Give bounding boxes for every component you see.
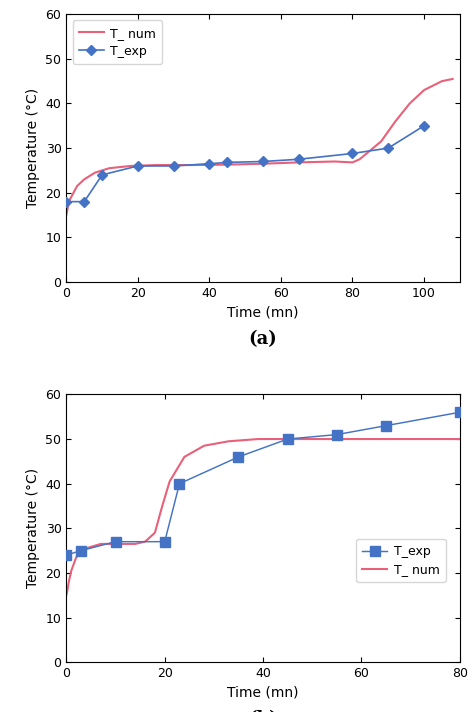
Legend: T_exp, T_ num: T_exp, T_ num [356,539,446,582]
T_exp [260,157,266,166]
Legend: T_ num, T_exp: T_ num, T_exp [73,21,162,64]
T_ num [142,538,148,546]
T_exp [113,538,118,546]
T_exp [162,538,167,546]
T_ num [260,159,266,168]
T_exp [296,155,301,164]
T_ num [64,587,70,595]
T_ num [66,577,72,586]
Line: T_exp: T_exp [62,407,465,560]
X-axis label: Time (mn): Time (mn) [228,305,299,320]
Text: (a): (a) [249,330,277,348]
T_ num [92,168,98,177]
T_ num [439,77,445,85]
T_ num [167,477,173,486]
T_ num [408,435,413,444]
Line: T_ num: T_ num [66,439,460,595]
T_ num [392,117,398,125]
T_ num [189,161,194,169]
T_exp [135,162,141,170]
T_ num [332,157,337,166]
T_exp [421,122,427,130]
T_exp [82,197,87,206]
T_ num [421,86,427,95]
T_ num [73,553,79,562]
Text: (b): (b) [248,711,278,712]
T_ num [118,540,123,548]
T_ num [71,189,76,197]
T_exp [171,162,176,170]
T_exp [64,551,69,560]
T_ num [65,201,71,210]
T_exp [99,171,105,179]
T_ num [319,435,325,444]
T_exp [334,430,340,439]
T_ num [74,182,80,190]
T_ num [285,435,291,444]
T_ num [378,137,384,146]
T_ num [64,211,69,219]
T_ num [367,146,373,155]
T_ num [407,99,412,108]
T_ num [225,160,230,169]
T_exp [236,453,241,461]
T_exp [207,159,212,168]
T_ num [67,195,73,204]
T_ num [296,158,301,167]
X-axis label: Time (mn): Time (mn) [228,686,299,700]
T_ num [182,453,187,461]
Line: T_exp: T_exp [63,122,428,205]
T_ num [226,437,231,446]
T_ num [107,164,112,172]
T_ num [357,155,363,164]
T_exp [177,479,182,488]
T_exp [64,197,69,206]
T_ num [255,435,261,444]
T_ num [159,502,165,511]
T_ num [64,591,69,600]
Line: T_ num: T_ num [66,79,453,215]
T_ num [201,441,207,450]
Y-axis label: Temperature (°C): Temperature (°C) [26,88,40,208]
T_ num [457,435,463,444]
T_ num [132,540,138,548]
T_exp [385,144,391,152]
T_exp [383,422,389,430]
T_ num [128,162,134,170]
T_ num [350,158,356,167]
T_ num [98,540,104,548]
T_ num [450,75,456,83]
T_ num [68,567,74,575]
T_exp [225,158,230,167]
T_ num [82,175,87,184]
T_exp [78,546,84,555]
T_ num [83,544,89,553]
T_ num [358,435,364,444]
T_ num [153,161,159,169]
T_exp [457,408,463,417]
T_exp [285,435,291,444]
Y-axis label: Temperature (°C): Temperature (°C) [26,468,40,588]
T_exp [350,150,356,158]
T_ num [152,528,158,537]
